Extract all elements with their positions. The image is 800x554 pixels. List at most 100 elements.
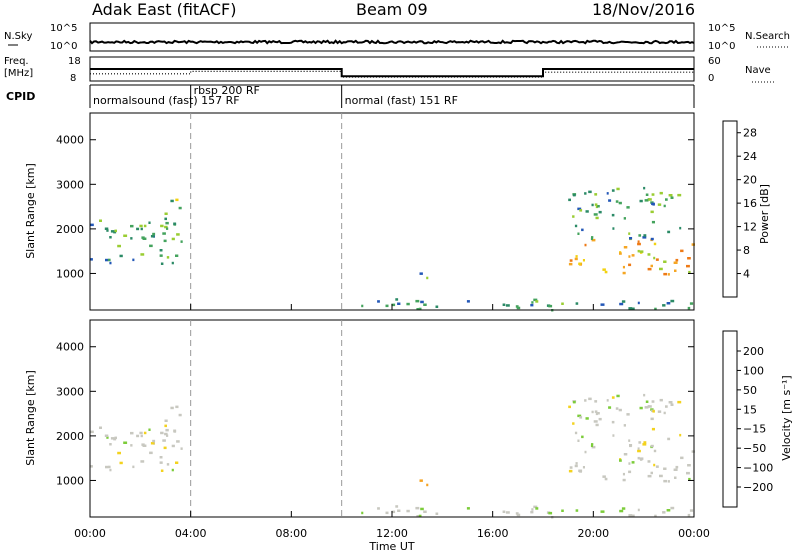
velocity-cell xyxy=(594,410,598,413)
power-cell xyxy=(575,255,578,258)
velocity-cell xyxy=(650,408,654,411)
power-cell xyxy=(631,254,635,257)
power-cell xyxy=(622,265,625,269)
power-cell xyxy=(577,207,582,211)
colorbar-tick-label: 24 xyxy=(743,150,757,163)
velocity-cell xyxy=(150,442,155,445)
velocity-cell xyxy=(426,483,429,487)
velocity-cell xyxy=(533,505,538,509)
velocity-cell xyxy=(109,443,112,446)
velocity-cell xyxy=(663,411,666,415)
velocity-cell xyxy=(659,398,663,402)
power-cell xyxy=(651,220,655,224)
velocity-cell xyxy=(629,444,633,447)
power-cell xyxy=(650,237,654,241)
power-cell xyxy=(584,243,587,247)
colorbar-tick-label: −15 xyxy=(743,423,766,436)
colorbar-tick-label: 16 xyxy=(743,197,757,210)
power-cell xyxy=(612,227,615,230)
power-cell xyxy=(606,192,609,195)
velocity-cell xyxy=(591,410,594,414)
power-cell xyxy=(152,232,156,236)
velocity-cell xyxy=(623,424,626,427)
velocity-cell xyxy=(639,457,644,460)
power-cell xyxy=(180,240,183,243)
power-cell xyxy=(164,225,168,229)
velocity-cell xyxy=(164,432,168,436)
power-cell xyxy=(415,299,420,303)
power-cell xyxy=(644,199,649,202)
velocity-cell xyxy=(502,510,506,513)
time-tick-label: 08:00 xyxy=(275,527,307,540)
velocity-cell xyxy=(139,431,143,435)
power-cell xyxy=(691,243,695,246)
velocity-cell xyxy=(585,417,589,420)
velocity-cell xyxy=(577,439,580,442)
velocity-cell xyxy=(176,440,180,443)
power-cell xyxy=(173,222,177,225)
velocity-cell xyxy=(406,509,410,513)
power-cell xyxy=(99,219,102,222)
velocity-cell xyxy=(588,397,592,401)
velocity-cell xyxy=(618,408,622,412)
velocity-cell xyxy=(416,515,420,518)
power-cell xyxy=(572,193,576,197)
power-cell xyxy=(650,201,654,204)
power-cell xyxy=(109,261,112,265)
power-cell xyxy=(637,242,641,246)
power-cell xyxy=(639,250,644,253)
velocity-cell xyxy=(171,444,175,448)
power-cell xyxy=(572,215,575,218)
velocity-cell xyxy=(666,509,671,512)
velocity-cell xyxy=(110,437,115,440)
power-cell xyxy=(416,308,420,311)
power-cell xyxy=(114,229,117,233)
power-cell xyxy=(663,272,667,276)
power-cell xyxy=(666,302,671,305)
range-tick-label: 4000 xyxy=(56,341,84,354)
power-cell xyxy=(628,255,631,258)
nave-tick-top: 60 xyxy=(708,56,721,67)
range-tick-label: 1000 xyxy=(56,267,84,280)
power-cell xyxy=(588,190,592,194)
power-cell xyxy=(130,237,133,240)
power-cell xyxy=(574,257,578,261)
power-cell xyxy=(621,300,626,303)
velocity-cell xyxy=(611,420,615,424)
time-axis-label: Time UT xyxy=(368,540,414,553)
colorbar-tick-label: 15 xyxy=(743,403,757,416)
velocity-cell xyxy=(515,512,519,515)
power-cell xyxy=(107,258,111,262)
power-cell xyxy=(595,216,599,220)
velocity-cell xyxy=(581,435,584,439)
power-cell xyxy=(175,198,179,202)
velocity-cell xyxy=(160,431,164,435)
velocity-panel: 1000 2000 3000 4000 Slant Range [km] xyxy=(24,319,695,519)
power-cell xyxy=(591,236,594,239)
colorbar-tick-label: 200 xyxy=(743,345,764,358)
velocity-cell xyxy=(148,428,151,431)
velocity-cell xyxy=(638,441,642,444)
velocity-cell xyxy=(590,444,593,447)
velocity-cell xyxy=(164,424,167,428)
noise-sky-trace xyxy=(89,39,695,45)
power-cell xyxy=(141,236,145,239)
velocity-cell xyxy=(679,433,682,437)
power-cell xyxy=(106,229,109,232)
velocity-cell xyxy=(631,461,635,464)
power-cell xyxy=(578,262,581,266)
power-cell xyxy=(688,270,691,274)
velocity-cell xyxy=(391,510,396,514)
power-cell xyxy=(591,238,596,242)
power-cell xyxy=(165,221,169,225)
velocity-cell xyxy=(160,469,164,472)
velocity-cell xyxy=(419,479,423,482)
power-cell xyxy=(391,303,396,307)
cpid-label: CPID xyxy=(6,90,35,103)
velocity-cell xyxy=(630,514,635,517)
power-cell xyxy=(643,186,646,190)
velocity-cell xyxy=(152,439,156,443)
power-cell xyxy=(637,301,640,305)
power-cell xyxy=(629,237,633,240)
velocity-cell xyxy=(621,507,626,510)
